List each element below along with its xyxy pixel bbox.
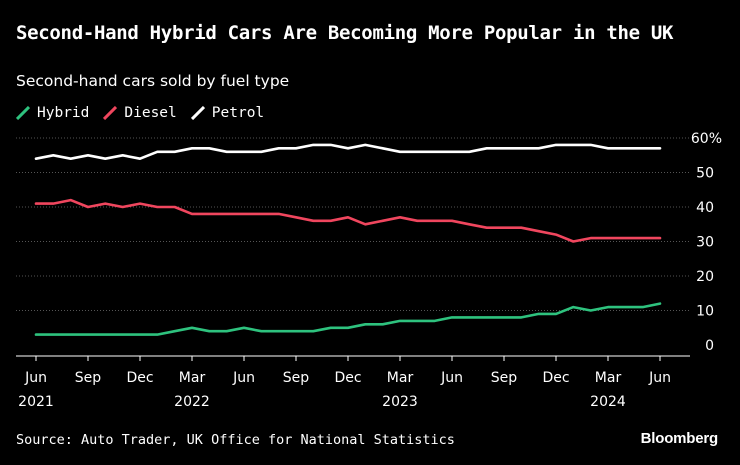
legend-swatch-hybrid	[16, 106, 30, 120]
legend-item-petrol: Petrol	[190, 105, 265, 121]
x-tick-label: Mar	[387, 370, 414, 386]
y-tick-label: 10	[696, 304, 714, 320]
x-tick-label: Jun	[232, 370, 255, 386]
x-tick-label: Mar	[179, 370, 206, 386]
x-tick-label: Jun	[24, 370, 47, 386]
legend-item-diesel: Diesel	[103, 105, 177, 121]
chart-subtitle: Second-hand cars sold by fuel type	[16, 72, 290, 90]
x-tick-year: 2021	[18, 394, 54, 410]
bloomberg-logo: Bloomberg	[640, 430, 719, 447]
x-tick-label: Dec	[126, 370, 153, 386]
source-note: Source: Auto Trader, UK Office for Natio…	[16, 432, 455, 448]
x-tick-year: 2023	[382, 394, 418, 410]
chart-legend: Hybrid Diesel Petrol	[16, 105, 264, 121]
x-tick-label: Jun	[440, 370, 463, 386]
legend-label-petrol: Petrol	[211, 105, 265, 121]
y-tick-label: 0	[705, 338, 714, 354]
y-tick-label: 40	[696, 200, 714, 216]
legend-swatch-diesel	[103, 106, 118, 120]
x-tick-label: Jun	[648, 370, 671, 386]
chart-title: Second-Hand Hybrid Cars Are Becoming Mor…	[16, 22, 674, 44]
x-tick-year: 2022	[174, 394, 210, 410]
y-tick-label: 30	[696, 235, 714, 251]
legend-item-hybrid: Hybrid	[16, 105, 89, 121]
series-line-petrol	[34, 143, 662, 160]
legend-label-hybrid: Hybrid	[37, 105, 90, 121]
x-tick-label: Sep	[75, 370, 102, 386]
x-tick-label: Mar	[595, 370, 622, 386]
x-tick-label: Dec	[334, 370, 361, 386]
y-tick-label-top: 60%	[691, 131, 722, 147]
y-tick-label: 20	[696, 269, 714, 285]
x-tick-label: Dec	[542, 370, 569, 386]
series-line-hybrid	[34, 302, 662, 336]
legend-swatch-petrol	[190, 106, 205, 120]
y-tick-label: 50	[696, 166, 714, 182]
x-tick-label: Sep	[491, 370, 518, 386]
series-line-diesel	[34, 198, 662, 243]
legend-label-diesel: Diesel	[124, 105, 177, 121]
x-tick-year: 2024	[590, 394, 626, 410]
x-tick-label: Sep	[283, 370, 310, 386]
